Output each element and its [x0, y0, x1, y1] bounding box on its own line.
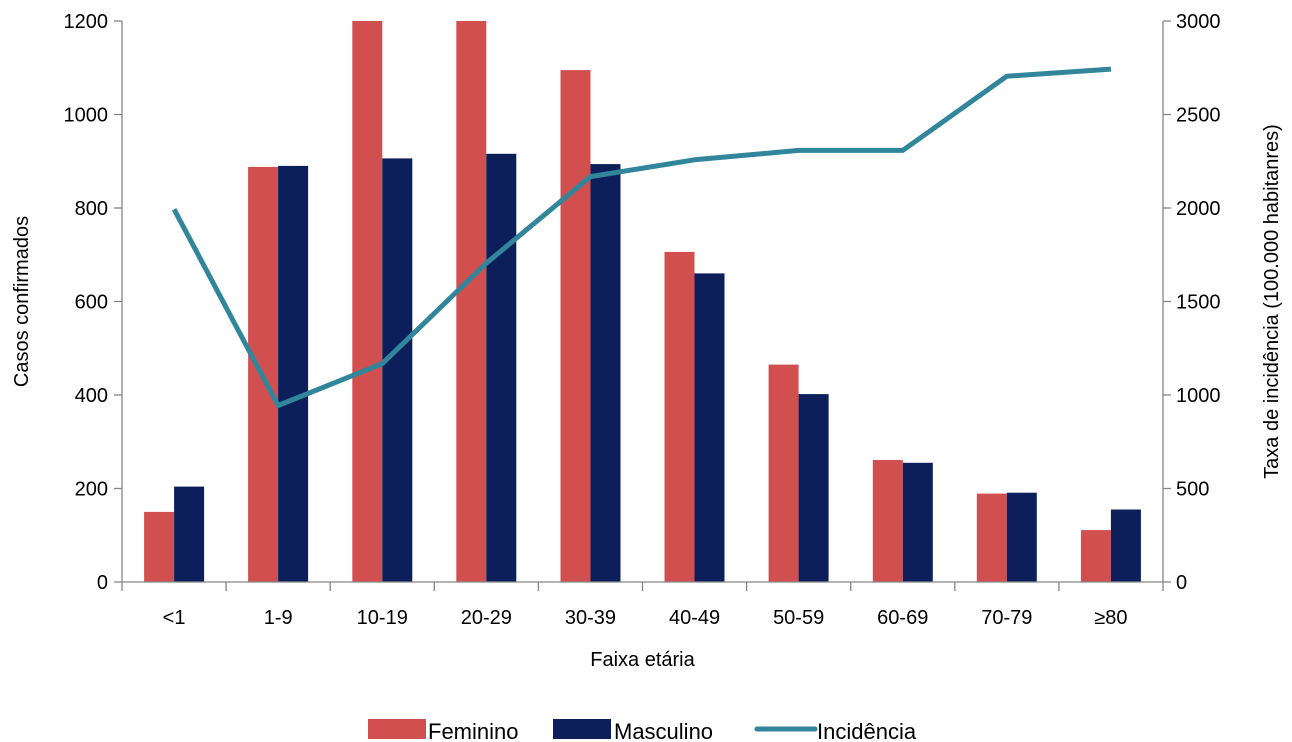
x-tick-label: <1: [163, 607, 186, 629]
legend-label-feminino: Feminino: [428, 719, 518, 742]
y-tick-label: 1200: [64, 11, 109, 33]
bar-masculino-9: [1110, 509, 1141, 582]
y-tick-label: 200: [75, 479, 108, 501]
y2-tick-label: 2000: [1176, 198, 1221, 220]
bar-feminino-7: [872, 460, 903, 582]
legend-label-masculino: Masculino: [614, 719, 713, 742]
line-layer: [171, 66, 1112, 408]
bars-layer: [144, 21, 1141, 583]
y2-tick-label: 2500: [1176, 105, 1221, 127]
x-tick-label: ≥80: [1094, 607, 1127, 629]
bar-feminino-2: [352, 21, 383, 582]
y-axis-title: Casos confirmados: [11, 216, 33, 387]
legend: Feminino Masculino Incidência: [368, 719, 917, 742]
x-tick-label: 30-39: [565, 607, 616, 629]
bar-masculino-1: [278, 165, 309, 582]
y-tick-label: 800: [75, 198, 108, 220]
x-axis-title: Faixa etária: [590, 649, 695, 671]
bar-masculino-7: [902, 462, 933, 582]
bar-masculino-4: [590, 164, 621, 582]
y-tick-label: 400: [75, 385, 108, 407]
x-tick-label: 10-19: [357, 607, 408, 629]
bar-masculino-5: [694, 273, 725, 582]
bar-feminino-0: [144, 511, 175, 582]
axes-layer: 0 200 400 600 800 1000 1200 0 500 1000 1500 2000 250…: [64, 11, 1221, 629]
bar-masculino-8: [1006, 492, 1037, 582]
y-tick-label: 600: [75, 292, 108, 314]
bar-feminino-9: [1080, 530, 1111, 582]
x-tick-label: 20-29: [461, 607, 512, 629]
y2-tick-label: 3000: [1176, 11, 1221, 33]
x-tick-label: 50-59: [773, 607, 824, 629]
bar-feminino-5: [664, 251, 695, 582]
bar-feminino-3: [456, 21, 487, 582]
bar-masculino-3: [486, 153, 517, 583]
y-tick-label: 0: [97, 572, 108, 594]
y2-axis-title: Taxa de incidência (100.000 habitanres): [1261, 124, 1283, 479]
y2-tick-label: 1500: [1176, 292, 1221, 314]
x-tick-label: 40-49: [669, 607, 720, 629]
x-tick-label: 1-9: [264, 607, 293, 629]
x-tick-label: 60-69: [877, 607, 928, 629]
legend-swatch-masculino: [553, 719, 611, 739]
y2-tick-label: 500: [1176, 479, 1209, 501]
line-incidencia: [171, 66, 1112, 408]
bar-feminino-8: [976, 493, 1007, 582]
x-tick-label: 70-79: [981, 607, 1032, 629]
y2-tick-label: 1000: [1176, 385, 1221, 407]
bar-feminino-4: [560, 70, 591, 582]
legend-label-incidencia: Incidência: [817, 719, 917, 742]
bar-feminino-6: [768, 364, 799, 582]
y-tick-label: 1000: [64, 105, 109, 127]
bar-masculino-2: [382, 158, 413, 582]
y2-tick-label: 0: [1176, 572, 1187, 594]
bar-masculino-0: [174, 486, 205, 582]
bar-masculino-6: [798, 394, 829, 582]
legend-swatch-feminino: [368, 719, 426, 739]
